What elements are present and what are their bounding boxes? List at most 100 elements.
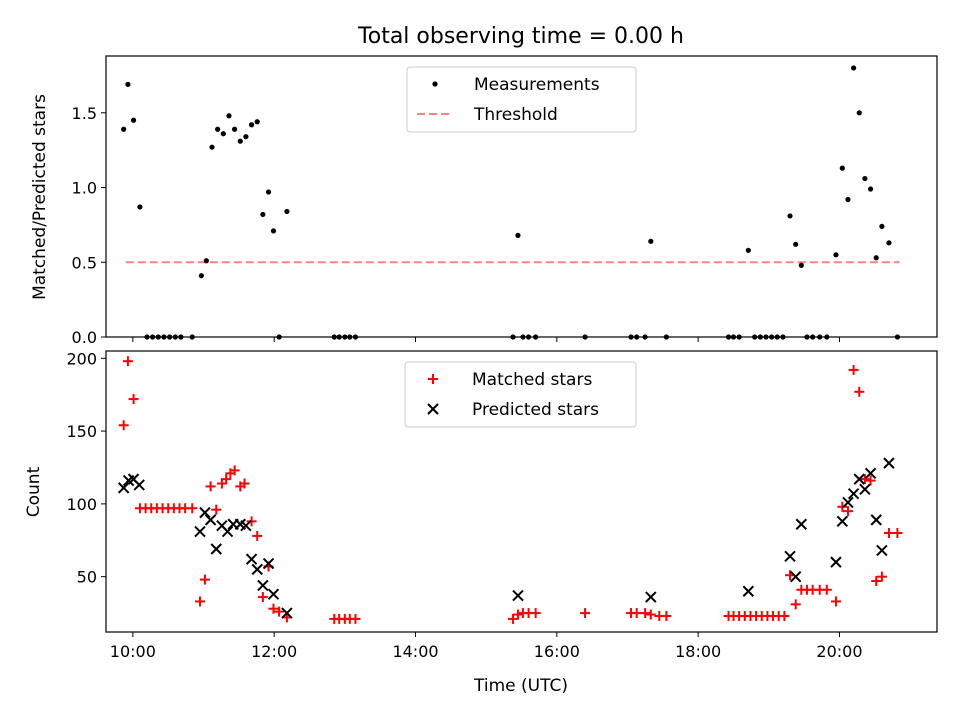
bottom-ylabel: Count	[24, 466, 44, 517]
predicted-stars-point	[853, 473, 865, 485]
matched-stars-point	[229, 465, 240, 476]
x-tick-label: 14:00	[392, 642, 438, 661]
measurement-point	[793, 241, 799, 247]
x-tick-label: 16:00	[534, 642, 580, 661]
predicted-stars-point	[830, 556, 842, 568]
y-tick-label: 150	[66, 422, 97, 441]
measurement-point	[254, 119, 260, 125]
matched-stars-point	[530, 608, 541, 619]
legend-marker	[432, 81, 438, 87]
matched-stars-point	[779, 610, 790, 621]
measurement-point	[237, 138, 243, 144]
measurement-point	[265, 189, 272, 195]
matched-stars-point	[187, 503, 198, 514]
measurement-point	[284, 208, 290, 215]
predicted-stars-point	[251, 563, 263, 576]
predicted-stars-point	[789, 570, 802, 583]
predicted-stars-point	[267, 588, 280, 600]
matched-stars-point	[645, 609, 656, 620]
predicted-stars-point	[245, 553, 258, 565]
measurement-point	[215, 126, 221, 132]
measurement-point	[745, 247, 751, 253]
predicted-stars-point	[512, 589, 524, 602]
matched-stars-point	[199, 574, 210, 585]
ratio-panel: 0.0 0.5 1.0 1.5 Measurements Threshold	[72, 55, 938, 347]
predicted-stars-point	[221, 525, 234, 538]
matched-stars-point	[842, 506, 853, 517]
matched-stars-point	[848, 364, 859, 375]
predicted-stars-point	[836, 515, 849, 528]
measurement-point	[198, 273, 204, 279]
predicted-stars-point	[199, 506, 211, 519]
measurement-point	[220, 131, 226, 137]
measurement-point	[845, 196, 851, 203]
measurement-point	[243, 134, 249, 140]
measurement-point	[886, 240, 892, 246]
matched-stars-point	[640, 608, 651, 619]
measurement-point	[203, 258, 209, 264]
predicted-stars-point	[257, 579, 269, 592]
legend: Measurements Threshold	[406, 66, 637, 133]
legend-label: Matched stars	[472, 370, 592, 390]
x-tick-label: 18:00	[675, 642, 721, 661]
chart-title: Total observing time = 0.00 h	[357, 24, 684, 49]
predicted-stars-point	[870, 514, 882, 526]
measurement-point	[839, 165, 845, 171]
y-tick-label: 200	[66, 349, 97, 368]
predicted-stars-point	[847, 487, 860, 500]
x-tick-label: 10:00	[110, 642, 156, 661]
axes-frame	[105, 55, 938, 338]
measurement-point	[248, 122, 255, 128]
measurement-point	[798, 262, 804, 268]
measurement-point	[879, 223, 885, 229]
matched-stars-point	[876, 571, 887, 582]
predicted-stars-point	[795, 518, 808, 530]
measurement-point	[851, 65, 857, 71]
matched-stars-point	[580, 608, 591, 619]
matched-stars-point	[631, 608, 642, 619]
axes-frame	[105, 350, 938, 633]
measurement-point	[833, 252, 839, 258]
y-tick-label: 0.0	[72, 328, 97, 347]
predicted-stars-point	[784, 550, 796, 562]
predicted-stars-point	[742, 585, 755, 597]
matched-stars-point	[211, 504, 222, 515]
y-tick-label: 0.5	[72, 253, 97, 272]
count-panel: 50 100 150 200 10:00 12:00 14:00 16:00 18:00 20:0…	[66, 349, 938, 661]
matched-stars-point	[118, 420, 129, 431]
measurement-point	[515, 232, 521, 238]
x-tick-label: 12:00	[251, 642, 297, 661]
predicted-stars-point	[204, 514, 217, 526]
predicted-stars-point	[117, 482, 130, 494]
matched-stars-point	[122, 356, 133, 367]
matched-stars-point	[821, 584, 832, 595]
matched-stars-point	[883, 527, 894, 538]
measurement-point	[270, 228, 277, 234]
legend-label: Threshold	[473, 105, 558, 125]
y-tick-label: 50	[77, 568, 97, 587]
matched-stars-point	[865, 475, 876, 486]
matched-stars-point	[512, 609, 523, 620]
matched-stars-point	[350, 613, 361, 624]
predicted-stars-point	[133, 479, 145, 491]
measurement-point	[209, 144, 215, 150]
matched-stars-point	[246, 516, 257, 527]
matched-stars-point	[854, 386, 865, 397]
measurement-point	[867, 186, 874, 192]
matched-stars-point	[252, 530, 263, 541]
y-tick-label: 100	[66, 495, 97, 514]
bottom-xlabel: Time (UTC)	[473, 676, 568, 696]
predicted-stars-point	[645, 591, 657, 603]
matched-stars-point	[239, 478, 250, 489]
matched-stars-point	[274, 606, 285, 617]
matched-stars-point	[221, 474, 232, 485]
legend: Matched stars Predicted stars	[404, 361, 637, 428]
measurement-point	[873, 255, 879, 261]
measurement-point	[787, 213, 793, 219]
matched-stars-point	[892, 527, 903, 538]
matched-stars-point	[508, 613, 519, 624]
predicted-stars-point	[240, 520, 252, 532]
legend-label: Measurements	[474, 75, 600, 95]
measurement-point	[232, 126, 238, 132]
